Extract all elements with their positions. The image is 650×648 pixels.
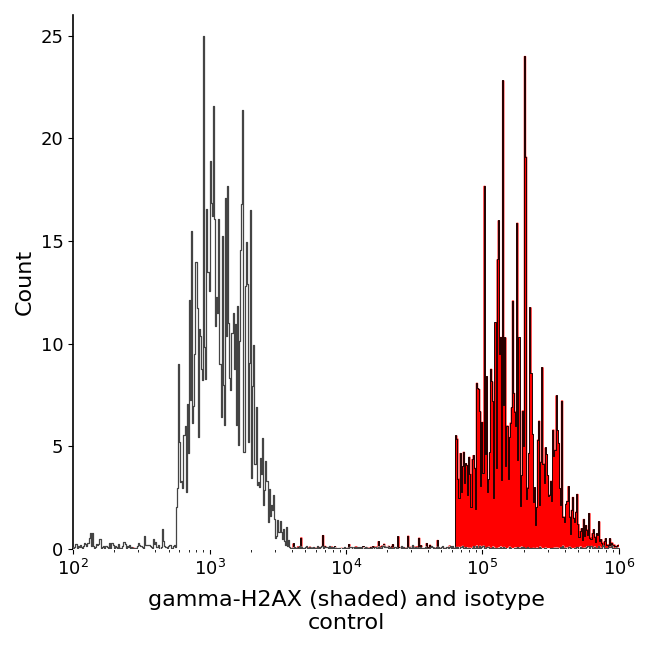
Y-axis label: Count: Count	[15, 249, 35, 315]
X-axis label: gamma-H2AX (shaded) and isotype
control: gamma-H2AX (shaded) and isotype control	[148, 590, 545, 633]
